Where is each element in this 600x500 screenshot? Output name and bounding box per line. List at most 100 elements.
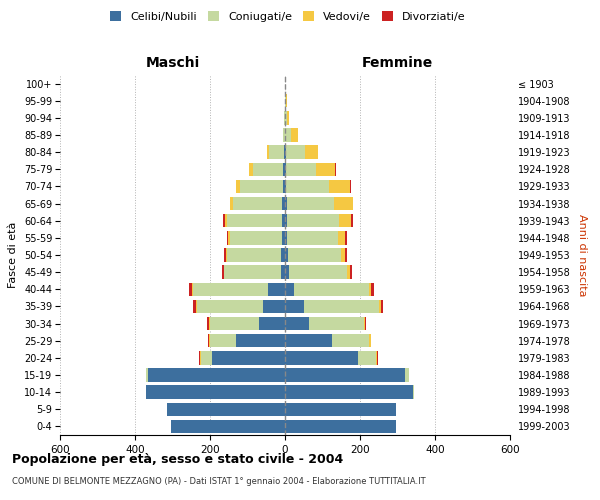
Bar xyxy=(317,146,319,159)
Bar xyxy=(224,248,226,262)
Bar xyxy=(286,180,329,193)
Bar xyxy=(212,351,285,364)
Bar xyxy=(284,111,285,124)
Bar xyxy=(347,266,350,279)
Y-axis label: Anni di nascita: Anni di nascita xyxy=(577,214,587,296)
Bar xyxy=(199,351,200,364)
Bar xyxy=(350,266,352,279)
Bar xyxy=(285,214,287,228)
Bar xyxy=(285,317,310,330)
Bar xyxy=(227,214,282,228)
Bar xyxy=(285,368,405,382)
Bar xyxy=(283,162,285,176)
Bar xyxy=(196,300,197,313)
Bar xyxy=(345,248,347,262)
Bar xyxy=(236,180,240,193)
Bar xyxy=(224,214,227,228)
Text: Maschi: Maschi xyxy=(145,56,200,70)
Bar xyxy=(332,334,370,347)
Text: Popolazione per età, sesso e stato civile - 2004: Popolazione per età, sesso e stato civil… xyxy=(12,452,343,466)
Bar xyxy=(286,162,316,176)
Bar xyxy=(281,248,285,262)
Bar xyxy=(253,162,283,176)
Legend: Celibi/Nubili, Coniugati/e, Vedovi/e, Divorziati/e: Celibi/Nubili, Coniugati/e, Vedovi/e, Di… xyxy=(107,8,469,25)
Bar xyxy=(286,146,305,159)
Bar xyxy=(221,266,223,279)
Bar xyxy=(285,111,287,124)
Bar xyxy=(284,146,285,159)
Bar xyxy=(285,351,358,364)
Bar xyxy=(248,162,250,176)
Bar xyxy=(226,248,227,262)
Bar xyxy=(350,214,353,228)
Bar xyxy=(229,231,282,244)
Bar xyxy=(268,282,285,296)
Bar xyxy=(167,402,285,416)
Bar xyxy=(193,282,268,296)
Bar xyxy=(227,248,281,262)
Bar xyxy=(286,94,287,108)
Bar xyxy=(376,351,377,364)
Bar xyxy=(223,266,224,279)
Bar xyxy=(266,146,268,159)
Bar xyxy=(227,231,229,244)
Bar xyxy=(285,248,288,262)
Bar xyxy=(269,146,284,159)
Bar xyxy=(282,214,285,228)
Bar xyxy=(316,162,335,176)
Bar xyxy=(233,197,282,210)
Bar xyxy=(285,402,395,416)
Bar xyxy=(235,180,236,193)
Bar xyxy=(223,214,224,228)
Bar xyxy=(285,386,413,399)
Bar xyxy=(285,180,286,193)
Bar xyxy=(283,180,285,193)
Bar xyxy=(197,300,263,313)
Text: COMUNE DI BELMONTE MEZZAGNO (PA) - Dati ISTAT 1° gennaio 2004 - Elaborazione TUT: COMUNE DI BELMONTE MEZZAGNO (PA) - Dati … xyxy=(12,478,425,486)
Bar xyxy=(287,231,337,244)
Bar xyxy=(193,300,196,313)
Bar xyxy=(370,282,371,296)
Bar xyxy=(263,300,285,313)
Bar xyxy=(285,282,295,296)
Bar xyxy=(289,266,347,279)
Bar xyxy=(380,300,383,313)
Bar xyxy=(285,420,395,433)
Bar xyxy=(358,351,376,364)
Bar xyxy=(295,282,370,296)
Bar xyxy=(210,317,259,330)
Bar xyxy=(259,317,285,330)
Bar xyxy=(282,231,285,244)
Bar xyxy=(190,282,193,296)
Bar xyxy=(170,420,285,433)
Bar xyxy=(287,214,340,228)
Bar xyxy=(230,197,233,210)
Bar xyxy=(337,231,345,244)
Bar xyxy=(285,334,332,347)
Bar xyxy=(236,334,285,347)
Bar xyxy=(282,197,285,210)
Y-axis label: Fasce di età: Fasce di età xyxy=(8,222,19,288)
Bar xyxy=(405,368,409,382)
Bar xyxy=(379,300,380,313)
Bar xyxy=(285,266,289,279)
Bar xyxy=(288,248,341,262)
Bar xyxy=(370,334,371,347)
Bar xyxy=(364,317,365,330)
Bar xyxy=(148,368,285,382)
Bar xyxy=(250,162,253,176)
Bar xyxy=(268,146,269,159)
Text: Femmine: Femmine xyxy=(362,56,433,70)
Bar xyxy=(290,128,298,141)
Bar xyxy=(209,317,210,330)
Bar xyxy=(285,197,287,210)
Bar xyxy=(305,146,317,159)
Bar xyxy=(345,231,347,244)
Bar xyxy=(334,197,353,210)
Bar xyxy=(340,214,350,228)
Bar xyxy=(304,300,379,313)
Bar xyxy=(285,128,290,141)
Bar xyxy=(281,266,285,279)
Bar xyxy=(146,368,148,382)
Bar xyxy=(310,317,364,330)
